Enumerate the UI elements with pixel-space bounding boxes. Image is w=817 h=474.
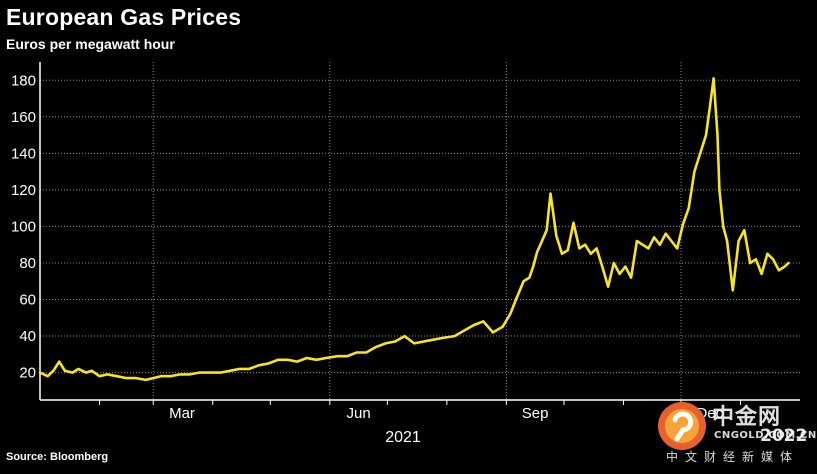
y-tick-label: 140 <box>11 145 36 162</box>
watermark-name: 中金网 <box>712 405 782 430</box>
y-tick-label: 40 <box>19 328 36 345</box>
chart-title: European Gas Prices <box>6 4 242 30</box>
chart-subtitle: Euros per megawatt hour <box>6 36 175 52</box>
y-tick-labels: 20 40 60 80 100 120 140 160 180 <box>11 72 36 381</box>
series-line <box>38 77 790 382</box>
watermark-domain: CNGOLD.COM.CN <box>714 430 817 441</box>
source-note: Source: Bloomberg <box>6 451 109 463</box>
y-tick-label: 80 <box>19 255 36 272</box>
watermark-year: 2022 <box>760 426 808 446</box>
cngold-logo-icon <box>658 402 706 450</box>
y-tick-label: 20 <box>19 365 36 382</box>
watermark-tagline: 中文财经新媒体 <box>666 450 800 464</box>
x-tick-label: Sep <box>522 405 549 422</box>
x-tick-labels: Mar Jun Sep Dec <box>169 405 724 422</box>
y-tick-label: 100 <box>11 218 36 235</box>
grid-lines <box>40 62 800 405</box>
x-axis-year-label: 2021 <box>385 429 421 446</box>
x-tick-label: Jun <box>346 405 370 422</box>
x-tick-label: Mar <box>169 405 195 422</box>
y-tick-label: 180 <box>11 72 36 89</box>
y-tick-label: 60 <box>19 292 36 309</box>
series-group <box>38 77 790 382</box>
y-tick-label: 160 <box>11 109 36 126</box>
cngold-watermark: 中金网 CNGOLD.COM.CN 中文财经新媒体 2022 <box>656 398 817 468</box>
y-tick-label: 120 <box>11 182 36 199</box>
